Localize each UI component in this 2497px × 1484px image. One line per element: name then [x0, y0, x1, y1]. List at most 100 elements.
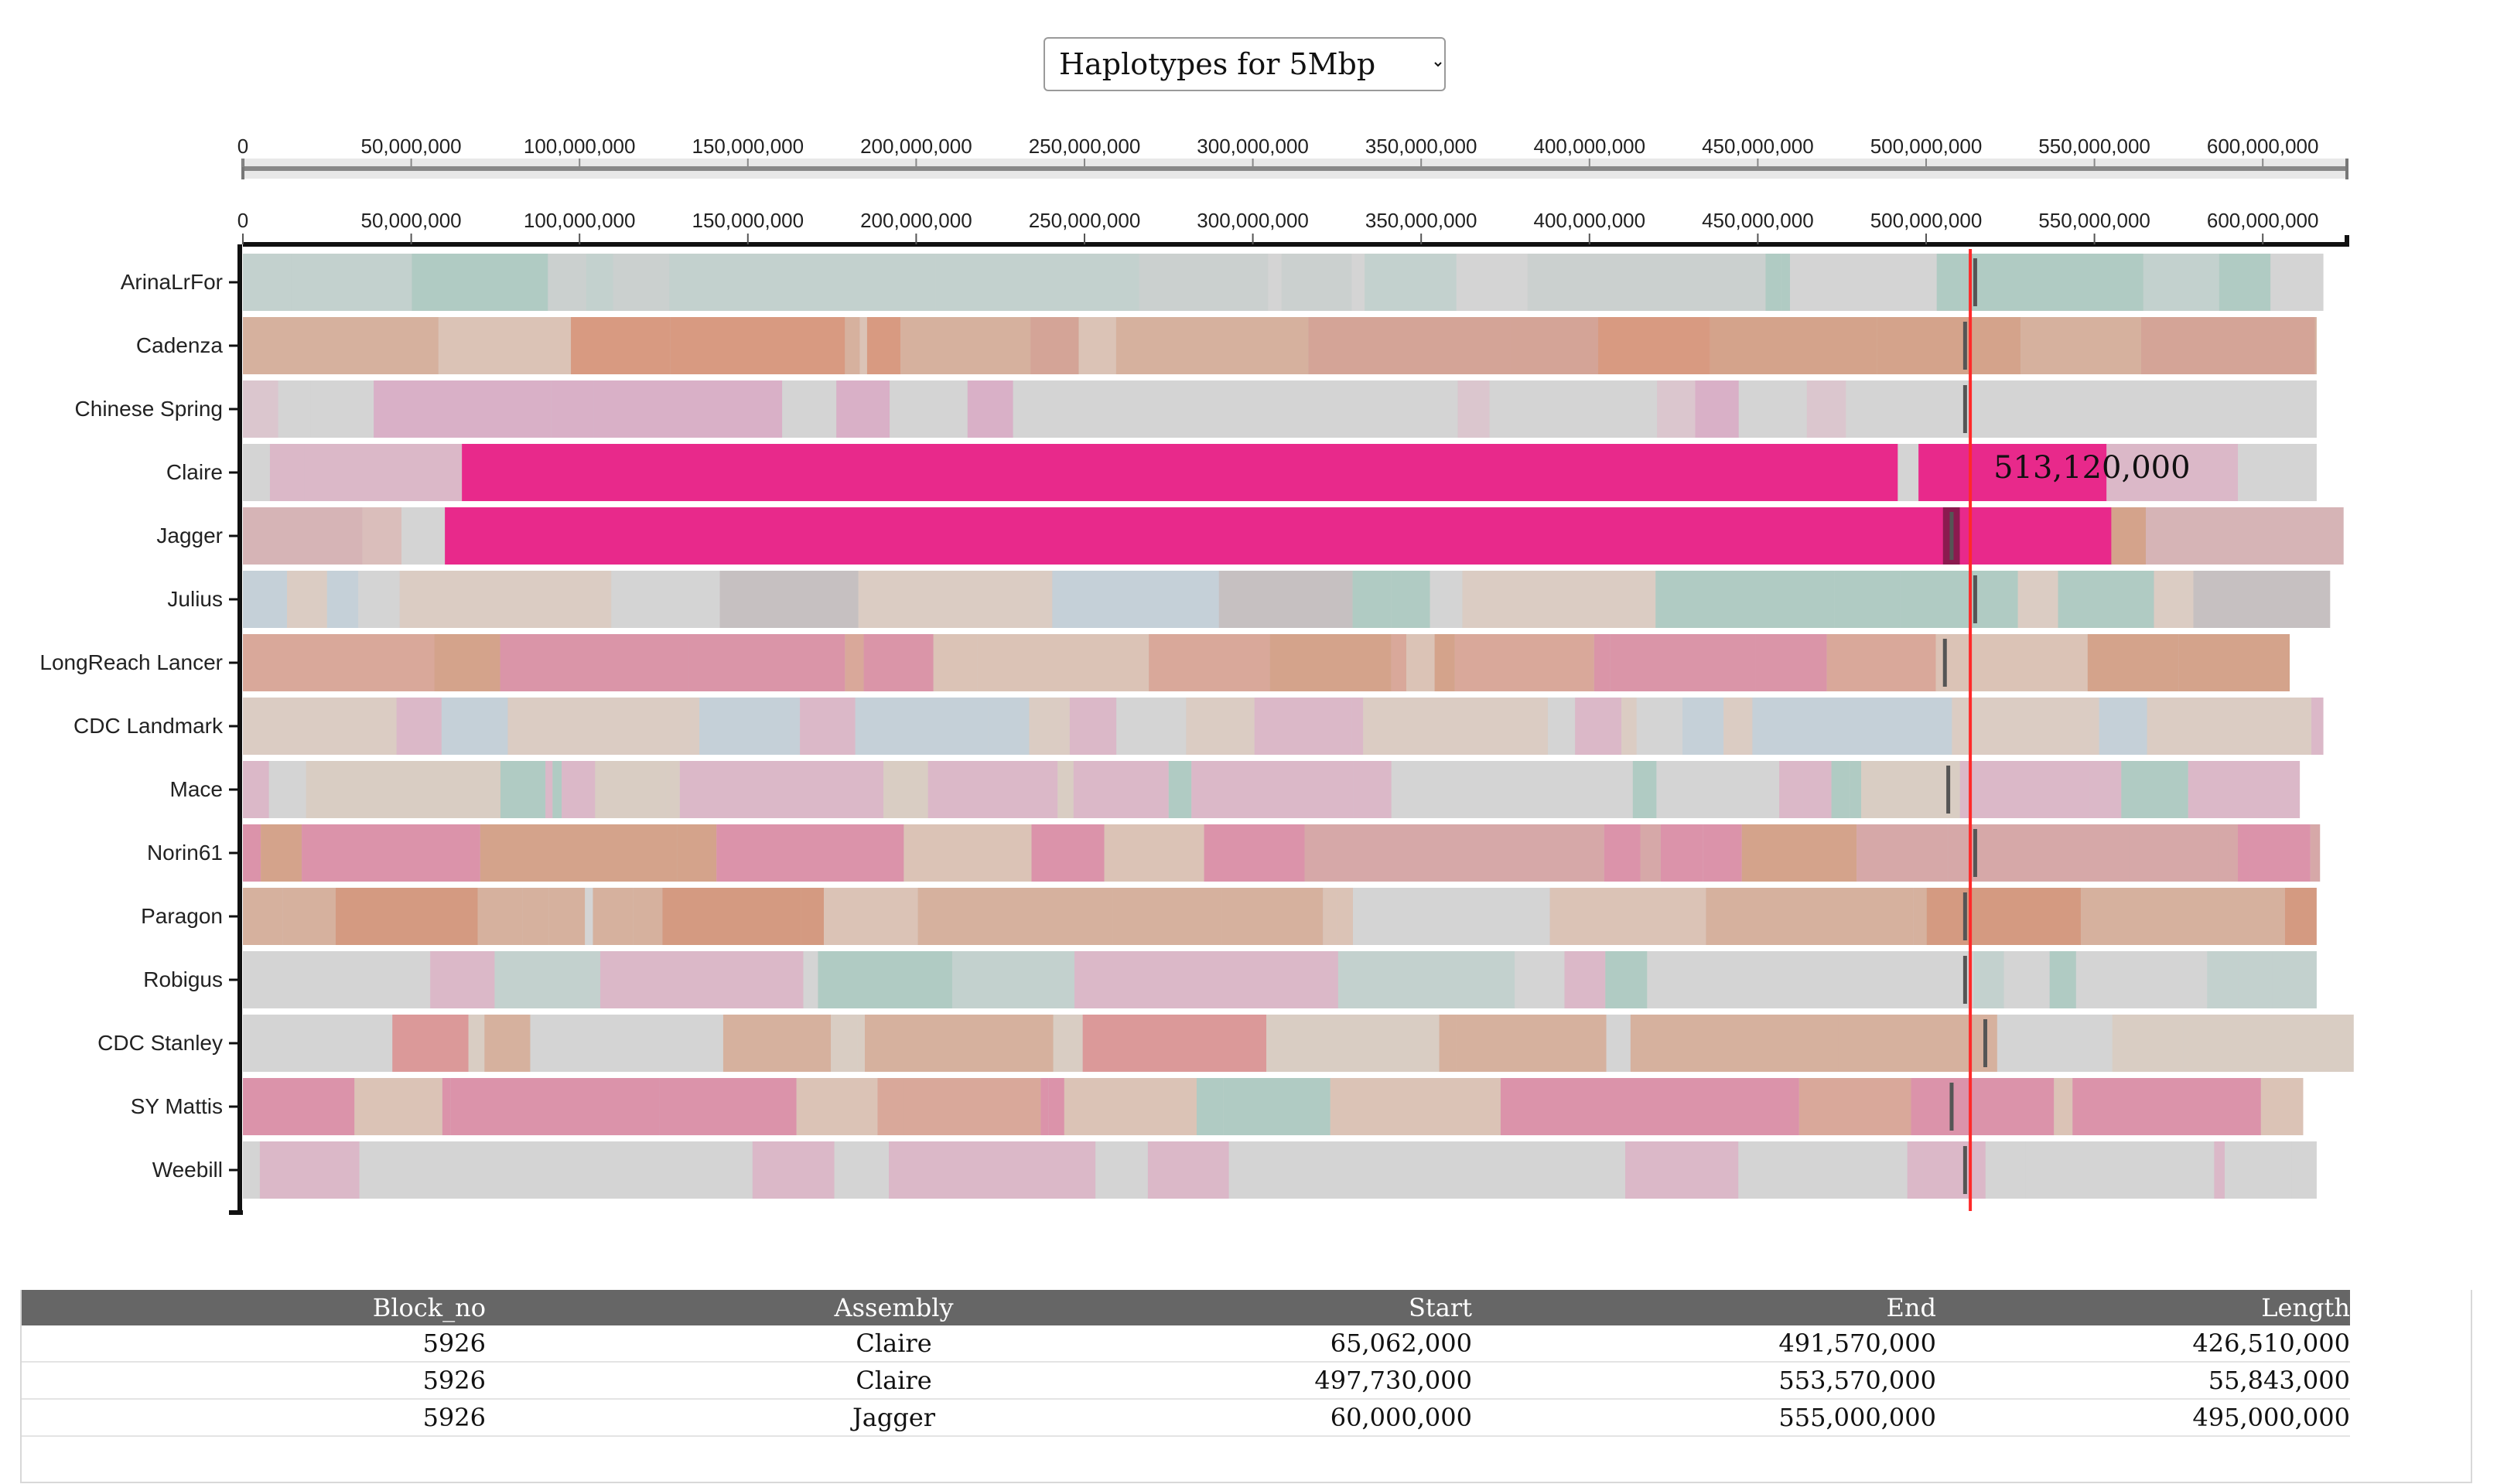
- haplotype-block[interactable]: [1755, 634, 1827, 691]
- haplotype-block[interactable]: [1806, 380, 1846, 438]
- haplotype-block[interactable]: [468, 1015, 485, 1072]
- assembly-track[interactable]: [243, 1078, 2304, 1135]
- haplotype-block[interactable]: [2058, 571, 2154, 628]
- haplotype-block[interactable]: [1640, 824, 1661, 882]
- assembly-track[interactable]: [243, 951, 2317, 1008]
- haplotype-block[interactable]: [1266, 1015, 1440, 1072]
- haplotype-block[interactable]: [796, 1078, 878, 1135]
- haplotype-block[interactable]: [1351, 254, 1365, 311]
- haplotype-block[interactable]: [2020, 317, 2141, 374]
- haplotype-block[interactable]: [302, 824, 480, 882]
- haplotype-block[interactable]: [752, 1141, 835, 1199]
- haplotype-block[interactable]: [1655, 571, 1835, 628]
- haplotype-block[interactable]: [1973, 951, 2004, 1008]
- haplotype-block[interactable]: [1892, 380, 2099, 438]
- haplotype-block[interactable]: [430, 951, 495, 1008]
- haplotype-block[interactable]: [1430, 571, 1463, 628]
- haplotype-block[interactable]: [1777, 951, 1974, 1008]
- haplotype-block[interactable]: [2272, 951, 2317, 1008]
- haplotype-block[interactable]: [800, 698, 856, 755]
- haplotype-block[interactable]: [2225, 1141, 2257, 1199]
- haplotype-block[interactable]: [2003, 951, 2050, 1008]
- haplotype-block[interactable]: [935, 254, 1139, 311]
- haplotype-block[interactable]: [396, 698, 442, 755]
- haplotype-block[interactable]: [243, 444, 270, 501]
- haplotype-block[interactable]: [1549, 888, 1706, 945]
- highlighted-block[interactable]: [1918, 444, 2107, 501]
- haplotype-block[interactable]: [541, 1141, 753, 1199]
- haplotype-block[interactable]: [1186, 698, 1255, 755]
- haplotype-block[interactable]: [2147, 698, 2311, 755]
- col-header-end[interactable]: End: [1472, 1290, 1936, 1325]
- haplotype-block[interactable]: [1936, 254, 1962, 311]
- haplotype-block[interactable]: [951, 951, 1075, 1008]
- haplotype-block[interactable]: [782, 380, 837, 438]
- haplotype-block[interactable]: [1911, 1078, 2055, 1135]
- haplotype-block[interactable]: [480, 824, 678, 882]
- haplotype-block[interactable]: [1082, 1015, 1267, 1072]
- haplotype-block[interactable]: [967, 380, 1013, 438]
- haplotype-block[interactable]: [1657, 380, 1696, 438]
- haplotype-block[interactable]: [243, 571, 288, 628]
- haplotype-block[interactable]: [1877, 317, 2021, 374]
- haplotype-block[interactable]: [1606, 1015, 1631, 1072]
- haplotype-block[interactable]: [863, 634, 907, 691]
- haplotype-block[interactable]: [2214, 1141, 2225, 1199]
- haplotype-block[interactable]: [1073, 761, 1169, 818]
- haplotype-block[interactable]: [2205, 1141, 2215, 1199]
- haplotype-block[interactable]: [243, 1141, 260, 1199]
- assembly-track[interactable]: [243, 571, 2331, 628]
- haplotype-block[interactable]: [1997, 1015, 2007, 1072]
- haplotype-block[interactable]: [1115, 317, 1309, 374]
- haplotype-block[interactable]: [1218, 571, 1353, 628]
- haplotype-block[interactable]: [1831, 761, 1850, 818]
- haplotype-block[interactable]: [595, 761, 666, 818]
- haplotype-block[interactable]: [1765, 254, 1781, 311]
- haplotype-block[interactable]: [1738, 380, 1800, 438]
- haplotype-block[interactable]: [2183, 1015, 2354, 1072]
- haplotype-block[interactable]: [259, 1141, 360, 1199]
- haplotype-block[interactable]: [1456, 1015, 1607, 1072]
- table-row[interactable]: 5926 Claire 497,730,000 553,570,000 55,843,0…: [22, 1362, 2350, 1400]
- haplotype-block[interactable]: [1738, 1141, 1908, 1199]
- haplotype-block[interactable]: [977, 634, 1149, 691]
- haplotype-block[interactable]: [1337, 951, 1515, 1008]
- haplotype-block[interactable]: [2075, 951, 2208, 1008]
- haplotype-block[interactable]: [831, 1015, 858, 1072]
- haplotype-block[interactable]: [1564, 951, 1606, 1008]
- haplotype-block[interactable]: [1838, 1015, 1997, 1072]
- haplotype-block[interactable]: [477, 634, 500, 691]
- haplotype-block[interactable]: [268, 761, 277, 818]
- haplotype-block[interactable]: [2157, 380, 2187, 438]
- haplotype-block[interactable]: [1926, 888, 2081, 945]
- haplotype-block[interactable]: [845, 317, 860, 374]
- haplotype-block[interactable]: [1057, 761, 1074, 818]
- haplotype-block[interactable]: [859, 317, 867, 374]
- haplotype-block[interactable]: [801, 888, 825, 945]
- haplotype-block[interactable]: [1861, 761, 1960, 818]
- haplotype-block[interactable]: [1351, 698, 1364, 755]
- haplotype-block[interactable]: [1695, 380, 1739, 438]
- haplotype-block[interactable]: [1706, 888, 1914, 945]
- haplotype-block[interactable]: [282, 888, 336, 945]
- haplotype-block[interactable]: [1703, 824, 1742, 882]
- assembly-track[interactable]: [243, 761, 2301, 818]
- haplotype-block[interactable]: [2260, 1078, 2304, 1135]
- haplotype-block[interactable]: [2080, 888, 2285, 945]
- haplotype-block[interactable]: [374, 380, 552, 438]
- haplotype-block[interactable]: [1630, 1015, 1839, 1072]
- haplotype-block[interactable]: [2072, 1078, 2261, 1135]
- haplotype-block[interactable]: [310, 380, 374, 438]
- haplotype-block[interactable]: [1179, 951, 1338, 1008]
- haplotype-block[interactable]: [845, 634, 864, 691]
- haplotype-block[interactable]: [326, 571, 359, 628]
- haplotype-block[interactable]: [803, 951, 818, 1008]
- haplotype-block[interactable]: [1799, 380, 1807, 438]
- haplotype-block[interactable]: [719, 571, 859, 628]
- haplotype-block[interactable]: [2140, 317, 2315, 374]
- haplotype-block[interactable]: [1850, 761, 1862, 818]
- haplotype-block[interactable]: [1781, 254, 1791, 311]
- haplotype-block[interactable]: [1391, 634, 1406, 691]
- haplotype-block[interactable]: [1500, 1078, 1703, 1135]
- haplotype-block[interactable]: [1597, 254, 1766, 311]
